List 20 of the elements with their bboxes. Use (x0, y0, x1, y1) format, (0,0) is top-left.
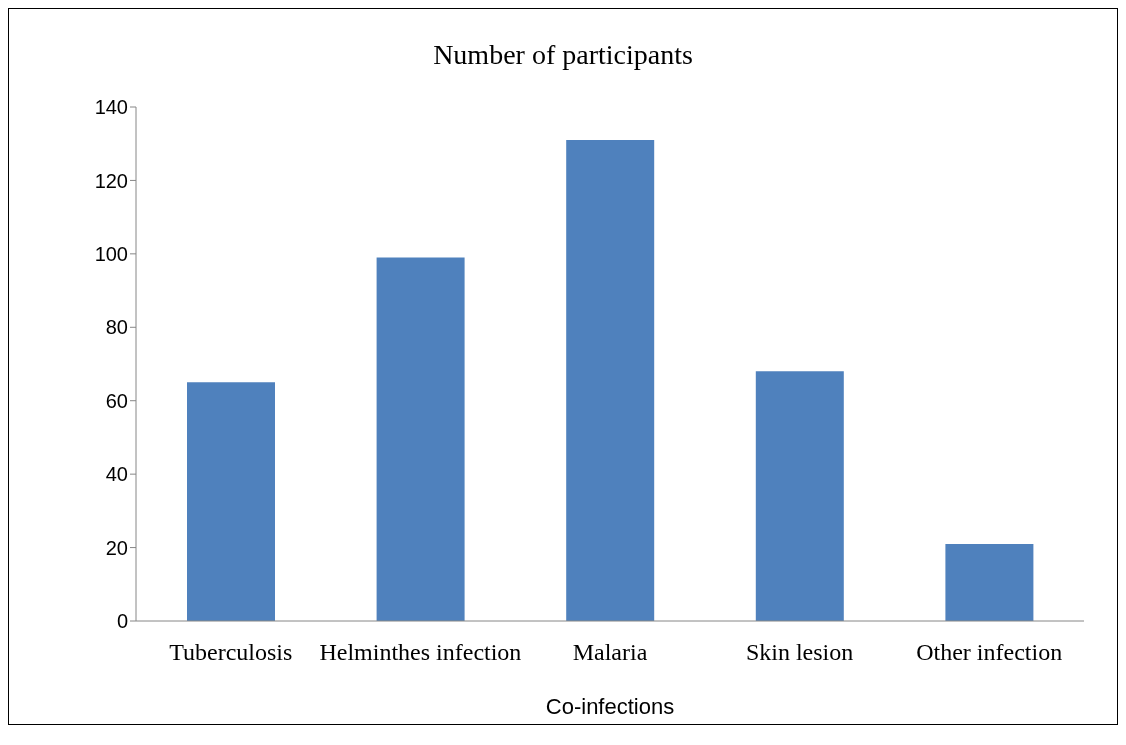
bar (945, 543, 1034, 621)
bar (566, 140, 655, 621)
y-tick-label: 60 (105, 389, 128, 412)
x-tick-label: Malaria (572, 639, 648, 666)
bar (376, 257, 465, 621)
y-tick-label: 120 (94, 169, 128, 192)
x-tick-label: Skin lesion (745, 639, 854, 666)
x-axis-title: Co-infections (545, 694, 675, 719)
x-tick-label: Helminthes infection (319, 639, 522, 666)
y-tick-label: 0 (116, 610, 128, 633)
y-tick-label: 100 (94, 242, 128, 265)
x-tick-label: Other infection (916, 639, 1063, 666)
chart-title: Number of participants (432, 39, 694, 71)
y-tick-label: 80 (105, 316, 128, 339)
bar (187, 382, 275, 621)
y-tick-label: 140 (94, 96, 128, 119)
x-tick-label: Tuberculosis (169, 639, 293, 666)
y-tick-label: 20 (105, 536, 128, 559)
bar (755, 371, 844, 621)
y-tick-label: 40 (105, 463, 128, 486)
